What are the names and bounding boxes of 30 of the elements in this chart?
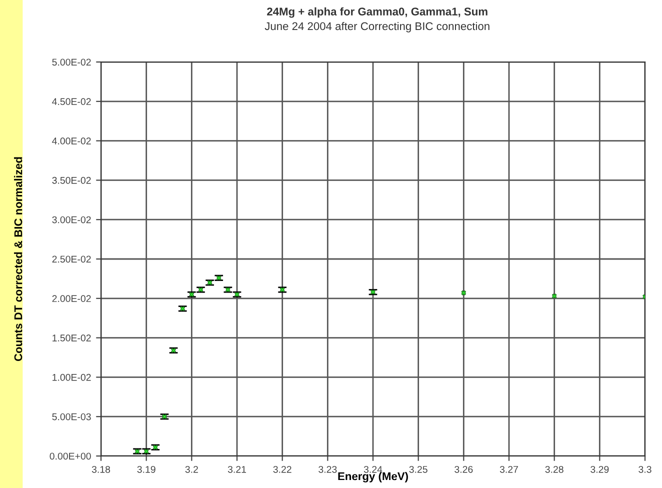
y-axis-title: Counts DT corrected & BIC normalized (14, 157, 22, 362)
x-tick-label: 3.29 (590, 466, 609, 473)
y-tick-label: 2.00E-02 (52, 295, 91, 302)
y-tick-label: 4.50E-02 (52, 98, 91, 106)
y-tick-label: 3.00E-02 (52, 216, 91, 224)
chart-subtitle: June 24 2004 after Correcting BIC connection (264, 22, 490, 32)
x-tick-label: 3.19 (137, 466, 156, 473)
y-tick-label: 3.50E-02 (52, 176, 91, 184)
x-tick-label: 3.27 (500, 466, 518, 473)
x-tick-label: 3.18 (92, 466, 110, 473)
x-tick-label: 3.22 (273, 466, 292, 473)
y-tick-label: 5.00E-02 (52, 58, 91, 66)
y-tick-label: 0.00E+00 (50, 452, 91, 460)
point (461, 290, 466, 296)
x-axis-title: Energy (MeV) (338, 472, 408, 482)
x-tick-label: 3.23 (318, 466, 337, 473)
y-tick-label: 4.00E-02 (52, 138, 91, 144)
chart-title: 24Mg + alpha for Gamma0, Gamma1, Sum (267, 7, 488, 18)
y-tick-label: 2.50E-02 (52, 256, 91, 263)
y-tick-label: 1.00E-02 (52, 374, 91, 381)
y-tick-label: 5.00E-03 (52, 413, 91, 420)
x-tick-label: 3.28 (545, 466, 564, 473)
x-tick-label: 3.2 (185, 466, 198, 473)
y-tick-label: 1.50E-02 (52, 334, 91, 342)
x-tick-label: 3.3 (638, 466, 652, 473)
x-tick-label: 3.25 (409, 466, 428, 473)
x-tick-label: 3.26 (454, 466, 473, 473)
point (552, 294, 557, 298)
x-tick-label: 3.24 (364, 466, 382, 473)
x-tick-label: 3.21 (228, 466, 246, 473)
